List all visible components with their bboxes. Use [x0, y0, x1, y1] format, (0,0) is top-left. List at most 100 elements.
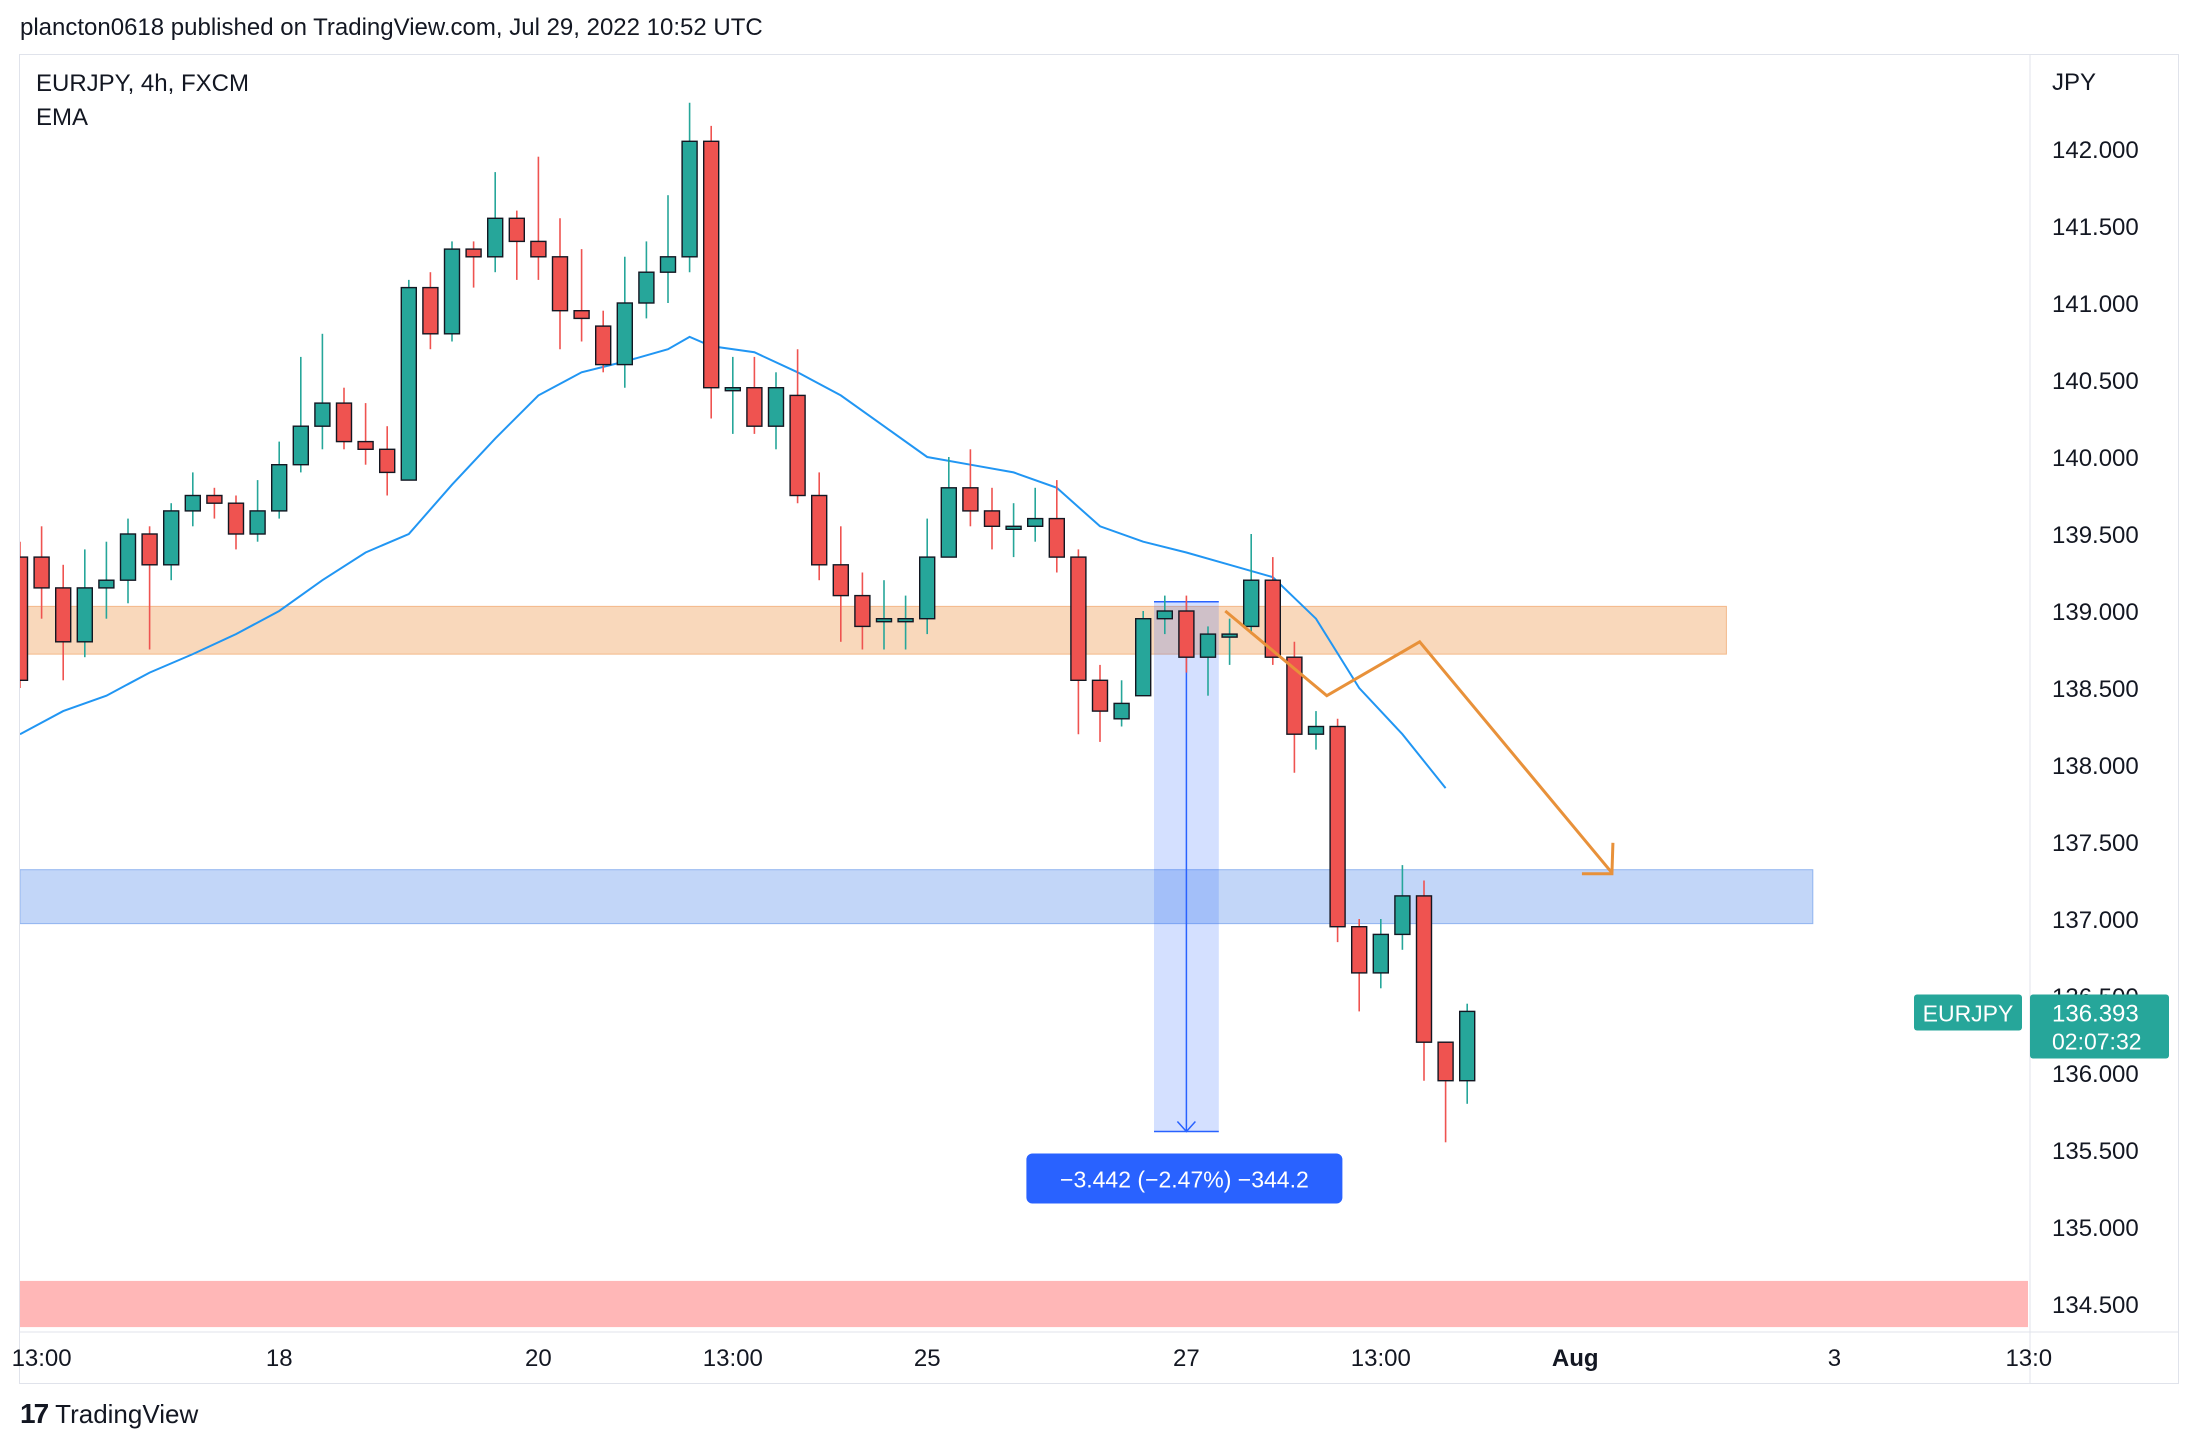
ema-legend[interactable]: EMA	[36, 104, 89, 131]
price-tick-label: 140.500	[2052, 368, 2139, 395]
candle-up	[767, 387, 785, 427]
candle-up	[76, 587, 94, 643]
support-zone	[20, 869, 1814, 925]
candle-down	[335, 402, 353, 443]
candle-up	[1372, 933, 1390, 974]
candle-down	[854, 594, 871, 628]
candle-down	[703, 140, 720, 389]
candle-up	[1242, 579, 1260, 628]
candle-down	[55, 587, 72, 643]
candle-down	[573, 310, 590, 320]
candle-up	[1113, 702, 1130, 720]
price-tick-label: 141.500	[2052, 214, 2139, 241]
symbol-badge	[1914, 994, 2022, 1031]
time-tick-label: 3	[1828, 1345, 1841, 1372]
candle-up	[1005, 525, 1022, 530]
candle-down	[551, 256, 569, 312]
candle-up	[897, 618, 914, 623]
price-tick-label: 135.000	[2052, 1215, 2139, 1242]
time-tick-label: 13:00	[12, 1345, 72, 1372]
measure-label: −3.442 (−2.47%) −344.2	[1060, 1167, 1309, 1193]
candle-up	[1307, 725, 1325, 735]
candle-up	[443, 248, 461, 335]
candle-up	[400, 286, 417, 481]
tradingview-logo[interactable]: 17 TradingView	[20, 1398, 198, 1430]
projection-arrow-head	[1581, 842, 1615, 876]
candle-down	[1070, 556, 1087, 681]
price-tick-label: 139.500	[2052, 522, 2139, 549]
price-tick-label: 136.000	[2052, 1061, 2139, 1088]
candle-down	[357, 440, 374, 451]
symbol-legend[interactable]: EURJPY, 4h, FXCM	[36, 70, 249, 97]
candle-up	[1156, 610, 1174, 620]
candle-up	[249, 510, 266, 535]
candle-up	[659, 256, 677, 273]
candle-up	[1458, 1010, 1476, 1082]
price-tick-label: 137.500	[2052, 830, 2139, 857]
time-tick-label: 13:0	[2005, 1345, 2052, 1372]
time-tick-label: 13:00	[1351, 1345, 1411, 1372]
candle-down	[811, 494, 828, 566]
time-tick-label: 25	[914, 1345, 941, 1372]
price-tick-label: 141.000	[2052, 291, 2139, 318]
candle-down	[1329, 725, 1346, 928]
candle-up	[940, 487, 957, 558]
candle-up	[638, 271, 655, 304]
price-tick-label: 142.000	[2052, 137, 2139, 164]
price-tick-label: 137.000	[2052, 907, 2139, 934]
candle-down	[832, 564, 849, 597]
candle-up	[314, 402, 331, 427]
price-tick-label: 138.500	[2052, 676, 2139, 703]
candle-down	[1415, 895, 1433, 1043]
last-price-value: 136.393	[2052, 1000, 2139, 1027]
candle-down	[141, 533, 158, 566]
candle-up	[1026, 517, 1044, 527]
price-tick-label: 134.500	[2052, 1292, 2139, 1319]
chart-frame	[19, 54, 2179, 1384]
candle-down	[1264, 579, 1282, 658]
candle-down	[746, 387, 763, 427]
candle-up	[1394, 895, 1411, 936]
candle-down	[1350, 926, 1368, 974]
price-tick-label: 139.000	[2052, 599, 2139, 626]
candle-up	[184, 494, 202, 512]
measure-arrow-head	[1176, 1121, 1196, 1133]
candle-up	[119, 533, 137, 581]
candle-down	[20, 556, 29, 681]
candle-down	[1091, 679, 1109, 712]
candle-up	[681, 140, 698, 258]
projection-path	[1224, 609, 1614, 874]
price-axis-unit: JPY	[2052, 69, 2096, 96]
price-tick-label: 140.000	[2052, 445, 2139, 472]
candle-down	[595, 325, 612, 366]
candle-up	[724, 387, 741, 392]
candle-up	[162, 510, 180, 566]
candle-up	[616, 302, 633, 366]
candle-down	[422, 286, 439, 335]
resistance-zone	[20, 605, 1727, 655]
candle-up	[875, 618, 893, 623]
candle-up	[292, 425, 309, 466]
time-tick-label: 27	[1173, 1345, 1200, 1372]
time-tick-label: 13:00	[703, 1345, 763, 1372]
candle-up	[1221, 633, 1238, 638]
candle-up	[98, 579, 115, 589]
price-tick-label: 138.000	[2052, 753, 2139, 780]
candle-down	[465, 248, 482, 258]
candle-down	[1286, 656, 1303, 735]
candle-down	[33, 556, 50, 589]
candle-down	[962, 487, 979, 512]
candle-down	[379, 448, 396, 474]
candle-down	[1437, 1041, 1454, 1082]
tradingview-wordmark: TradingView	[55, 1398, 199, 1429]
candle-down	[983, 510, 1001, 527]
candle-up	[1134, 618, 1152, 697]
symbol-badge-label: EURJPY	[1923, 1000, 2014, 1026]
measure-label-box	[1026, 1153, 1343, 1204]
lower-zone	[20, 1280, 2028, 1328]
time-tick-label: 18	[266, 1345, 293, 1372]
candle-up	[919, 556, 936, 620]
candle-down	[789, 394, 806, 497]
candle-down	[1178, 610, 1195, 658]
